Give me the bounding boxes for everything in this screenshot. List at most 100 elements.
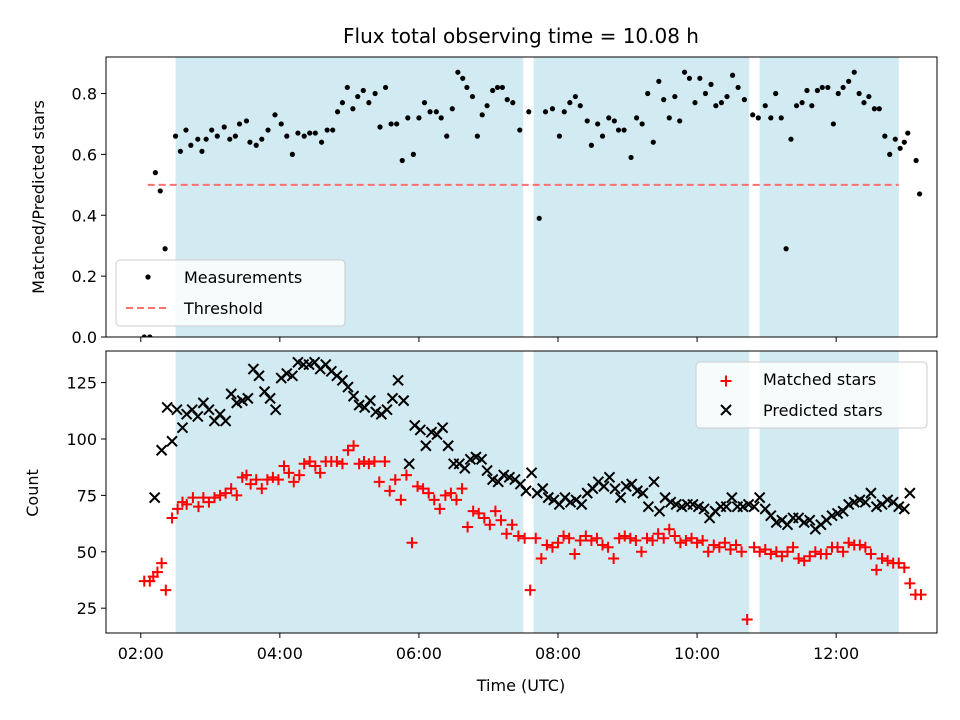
- measurement-point: [905, 130, 911, 136]
- measurement-point: [768, 115, 774, 121]
- measurement-point: [871, 106, 878, 112]
- x-tick-label: 02:00: [118, 644, 164, 663]
- measurement-point: [595, 121, 601, 127]
- x-tick-label: 12:00: [813, 644, 859, 663]
- matched-star-point: [854, 539, 866, 551]
- matched-star-point: [512, 530, 524, 542]
- matched-star-point: [283, 467, 295, 479]
- matched-star-point: [192, 501, 204, 513]
- matched-star-point: [713, 541, 725, 553]
- measurement-point: [639, 121, 645, 127]
- measurement-point: [203, 136, 209, 142]
- matched-star-point: [160, 584, 172, 596]
- measurement-point: [729, 72, 736, 78]
- legend-label: Matched stars: [763, 370, 876, 389]
- predicted-star-point: [720, 500, 733, 513]
- measurement-point: [433, 109, 439, 115]
- matched-star-point: [915, 589, 927, 601]
- predicted-star-point: [436, 421, 449, 434]
- legend-label: Measurements: [184, 268, 302, 287]
- measurement-point: [278, 121, 284, 127]
- matched-star-point: [506, 519, 518, 531]
- matched-star-point: [820, 548, 832, 560]
- measurement-point: [394, 121, 400, 127]
- measurement-point: [621, 127, 627, 133]
- x-tick-label: 10:00: [674, 644, 720, 663]
- matched-star-point: [697, 535, 709, 547]
- matched-star-point: [400, 469, 412, 481]
- measurement-point: [661, 97, 667, 103]
- matched-star-point: [456, 483, 468, 495]
- matched-star-point: [730, 539, 742, 551]
- measurement-point: [599, 133, 606, 139]
- measurement-point: [892, 136, 898, 142]
- measurement-point: [330, 127, 336, 133]
- matched-star-point: [172, 503, 184, 515]
- measurement-point: [183, 127, 189, 133]
- matched-star-point: [293, 469, 305, 481]
- measurement-point: [788, 136, 794, 142]
- predicted-star-point: [520, 485, 532, 497]
- measurement-point: [840, 84, 846, 91]
- y-tick-label: 0.0: [72, 328, 97, 347]
- measurement-point: [724, 93, 730, 100]
- predicted-star-point: [225, 388, 237, 400]
- matched-star-point: [776, 550, 788, 562]
- measurement-point: [438, 115, 444, 121]
- predicted-star-point: [698, 503, 710, 515]
- measurement-point: [157, 188, 163, 194]
- panel-top-plot-area: [141, 57, 923, 337]
- measurement-point: [209, 127, 215, 133]
- top-y-axis-label: Matched/Predicted stars: [29, 100, 48, 294]
- measurement-point: [825, 84, 831, 91]
- predicted-star-point: [481, 464, 493, 477]
- matched-star-point: [187, 492, 199, 504]
- measurement-point: [633, 115, 640, 121]
- measurement-point: [611, 118, 617, 124]
- panel-top-frame: [105, 56, 938, 338]
- measurement-point: [339, 100, 346, 106]
- measurement-point: [901, 139, 907, 145]
- matched-star-point: [288, 476, 300, 488]
- matched-star-point: [245, 478, 257, 490]
- measurement-point: [195, 136, 201, 142]
- measurement-point: [835, 90, 841, 97]
- matched-star-point: [624, 532, 636, 544]
- measurement-point: [735, 84, 741, 91]
- measurement-point: [778, 115, 784, 121]
- measurement-point: [556, 133, 562, 139]
- predicted-star-point: [176, 421, 189, 434]
- measurement-point: [793, 103, 800, 109]
- predicted-star-point: [253, 370, 265, 382]
- matched-star-point: [450, 494, 462, 506]
- measurement-point: [199, 148, 205, 154]
- predicted-star-point: [865, 487, 877, 499]
- measurement-point: [141, 334, 147, 337]
- series-measurements: [141, 69, 923, 337]
- measurement-point: [913, 157, 919, 164]
- measurement-point: [677, 118, 683, 124]
- y-tick-label: 0.4: [72, 206, 97, 225]
- matched-star-point: [765, 548, 777, 560]
- matched-star-point: [261, 474, 273, 486]
- panel-bottom: 25 50 75 100 125 02:00 04:00 06:00 08:00 10:00 12:…: [66, 350, 938, 663]
- matched-star-point: [563, 532, 575, 544]
- measurement-point: [227, 136, 233, 142]
- matched-star-point: [641, 532, 653, 544]
- panel-bottom-frame: [105, 350, 938, 634]
- y-tick-label: 25: [77, 599, 97, 618]
- predicted-star-point: [171, 403, 183, 416]
- measurement-point: [567, 100, 573, 106]
- predicted-star-point: [166, 435, 178, 447]
- measurement-point: [656, 78, 662, 84]
- measurement-point: [584, 118, 590, 124]
- measurement-point: [750, 112, 756, 118]
- matched-star-point: [724, 544, 736, 556]
- predicted-star-point: [898, 503, 911, 515]
- predicted-star-point: [904, 487, 916, 499]
- y-tick-label: 0.8: [72, 85, 97, 104]
- measurement-point: [542, 109, 549, 115]
- measurement-point: [152, 170, 158, 176]
- predicted-star-point: [653, 505, 666, 517]
- measurement-point: [464, 84, 470, 91]
